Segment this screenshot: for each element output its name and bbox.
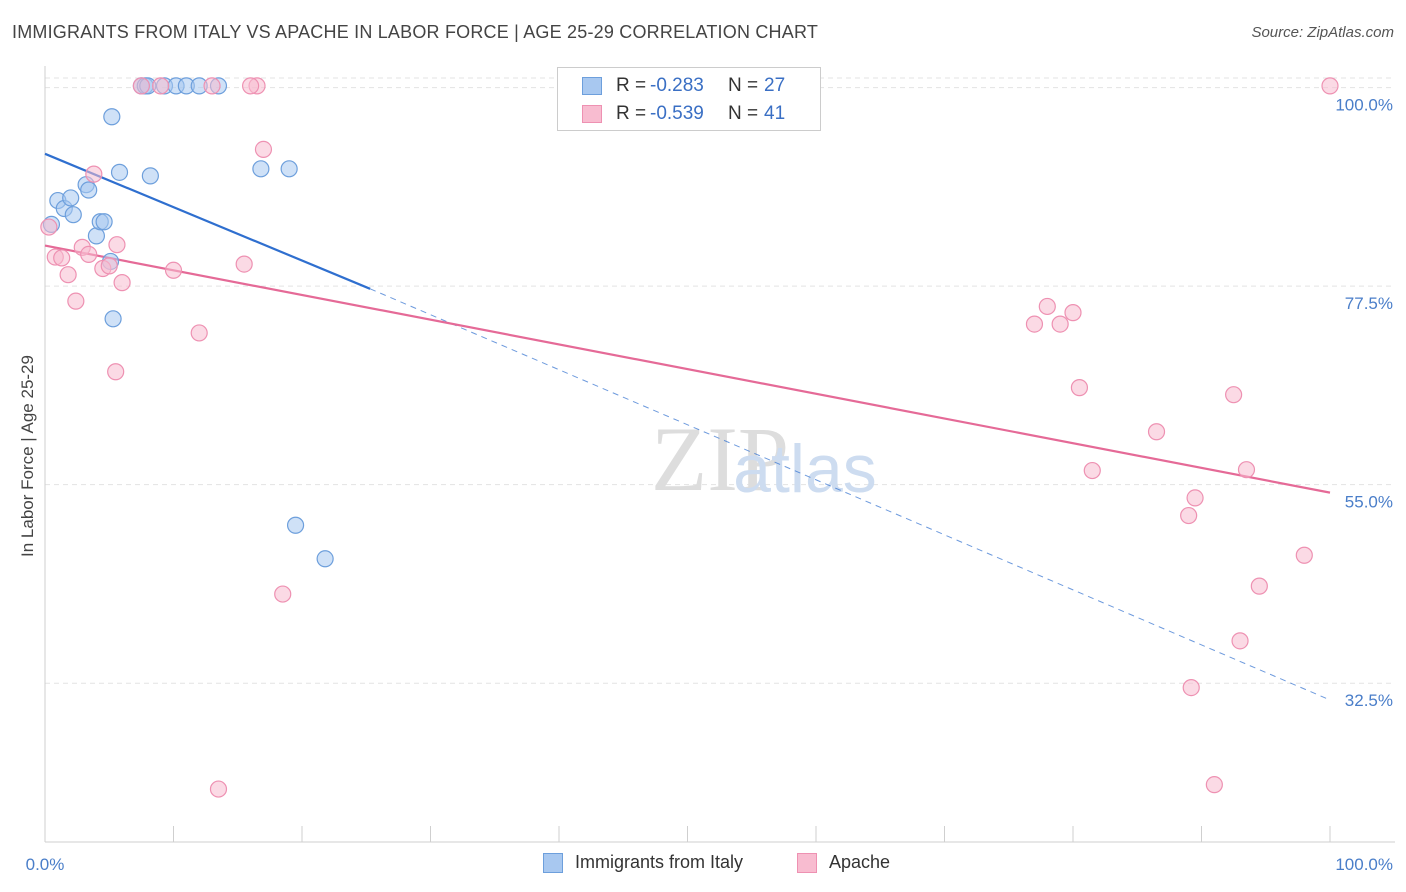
legend-row-italy: R = -0.283 N = 27 xyxy=(582,73,785,99)
apache-point xyxy=(40,218,58,236)
apache-point xyxy=(274,585,292,603)
apache-point xyxy=(67,292,85,310)
apache-point xyxy=(53,249,71,267)
apache-point xyxy=(190,324,208,342)
apache-point xyxy=(85,165,103,183)
apache-point xyxy=(1083,461,1101,480)
apache-point xyxy=(132,77,150,95)
apache-point xyxy=(1180,506,1198,525)
apache-point xyxy=(107,363,125,381)
bottom-apache-label: Apache xyxy=(829,852,891,872)
bottom-apache-swatch xyxy=(797,852,817,873)
apache-point xyxy=(100,257,118,275)
apache-r-value: -0.539 xyxy=(650,103,704,124)
italy-point xyxy=(280,160,298,178)
apache-r-label: R = xyxy=(616,103,647,124)
apache-point xyxy=(254,140,273,159)
y-tick-label: 100.0% xyxy=(1335,96,1393,115)
watermark-zip: ZIP xyxy=(651,408,789,510)
legend-row-apache: R = -0.539 N = 41 xyxy=(582,101,785,127)
italy-point xyxy=(286,516,305,534)
axes xyxy=(44,66,1395,843)
bottom-italy-swatch xyxy=(543,852,563,873)
y-tick-label: 55.0% xyxy=(1345,493,1393,512)
italy-point xyxy=(64,206,82,224)
gridlines xyxy=(45,77,1395,684)
apache-point xyxy=(80,245,98,263)
apache-point xyxy=(235,255,253,273)
tick-labels: 100.0% 77.5% 55.0% 32.5% 0.0% 100.0% xyxy=(26,96,1393,874)
italy-swatch xyxy=(582,77,602,95)
apache-point xyxy=(1225,386,1243,404)
x-tick-label-min: 0.0% xyxy=(26,855,65,874)
bottom-italy-label: Immigrants from Italy xyxy=(575,852,744,872)
watermark-atlas: atlas xyxy=(733,431,877,507)
italy-r-value: -0.283 xyxy=(650,75,704,96)
italy-point xyxy=(104,310,122,328)
apache-point xyxy=(1250,577,1268,595)
apache-point xyxy=(113,274,131,292)
apache-point xyxy=(203,77,221,95)
y-tick-label: 32.5% xyxy=(1345,691,1393,710)
apache-point xyxy=(1070,379,1089,397)
italy-point xyxy=(103,108,121,126)
apache-point xyxy=(59,266,77,284)
apache-point xyxy=(1295,546,1313,564)
bottom-legend-italy: Immigrants from Italy xyxy=(543,852,743,873)
correlation-legend: R = -0.283 N = 27 R = -0.539 N = 41 xyxy=(557,67,821,131)
italy-n-label: N = xyxy=(728,75,759,96)
italy-point xyxy=(316,550,334,568)
apache-point xyxy=(164,261,183,279)
italy-n-value: 27 xyxy=(764,75,786,96)
italy-point xyxy=(87,227,106,245)
apache-point xyxy=(1237,461,1256,479)
apache-point xyxy=(242,77,260,95)
apache-point xyxy=(108,236,126,254)
data-points xyxy=(40,77,1339,798)
apache-point xyxy=(1205,776,1223,794)
italy-point xyxy=(95,213,113,231)
apache-point xyxy=(1321,77,1339,95)
bottom-legend-apache: Apache xyxy=(797,852,890,873)
apache-point xyxy=(1051,315,1069,333)
apache-point xyxy=(209,780,228,798)
apache-swatch xyxy=(582,105,602,123)
source-label: Source: ZipAtlas.com xyxy=(1251,24,1394,41)
apache-trend-line xyxy=(44,244,1331,494)
chart-title: IMMIGRANTS FROM ITALY VS APACHE IN LABOR… xyxy=(12,22,819,42)
italy-point xyxy=(62,189,80,207)
apache-n-value: 41 xyxy=(764,103,786,124)
apache-point xyxy=(1186,489,1204,507)
italy-r-label: R = xyxy=(616,75,647,96)
italy-point xyxy=(110,163,129,181)
apache-point xyxy=(1231,632,1249,650)
italy-trend-extension xyxy=(369,288,1331,701)
italy-point xyxy=(80,181,98,199)
italy-point xyxy=(252,160,270,178)
apache-point xyxy=(1025,315,1044,333)
apache-point xyxy=(1038,297,1056,316)
italy-point xyxy=(141,167,159,185)
apache-point xyxy=(1064,304,1082,322)
apache-point xyxy=(1147,423,1166,441)
y-tick-label: 77.5% xyxy=(1345,294,1393,313)
apache-point xyxy=(152,77,170,95)
apache-point xyxy=(1182,678,1200,697)
apache-n-label: N = xyxy=(728,103,759,124)
x-tick-label-max: 100.0% xyxy=(1335,855,1393,874)
